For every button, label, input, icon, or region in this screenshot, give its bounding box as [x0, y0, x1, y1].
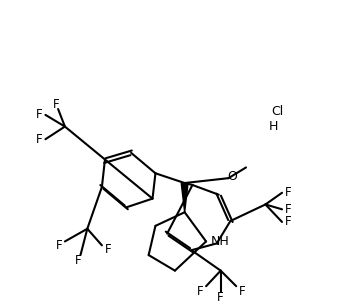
Text: NH: NH [210, 235, 229, 248]
Text: F: F [36, 109, 43, 121]
Text: Cl: Cl [271, 105, 283, 119]
Text: F: F [239, 285, 245, 298]
Text: F: F [36, 133, 43, 146]
Text: F: F [284, 186, 291, 199]
Text: F: F [284, 203, 291, 216]
Polygon shape [181, 183, 188, 212]
Text: F: F [197, 285, 204, 298]
Text: F: F [105, 243, 111, 256]
Text: F: F [53, 98, 60, 111]
Text: F: F [217, 292, 224, 304]
Text: F: F [75, 254, 82, 268]
Text: O: O [227, 170, 237, 183]
Text: F: F [56, 239, 62, 252]
Text: H: H [269, 120, 278, 133]
Text: F: F [284, 216, 291, 229]
